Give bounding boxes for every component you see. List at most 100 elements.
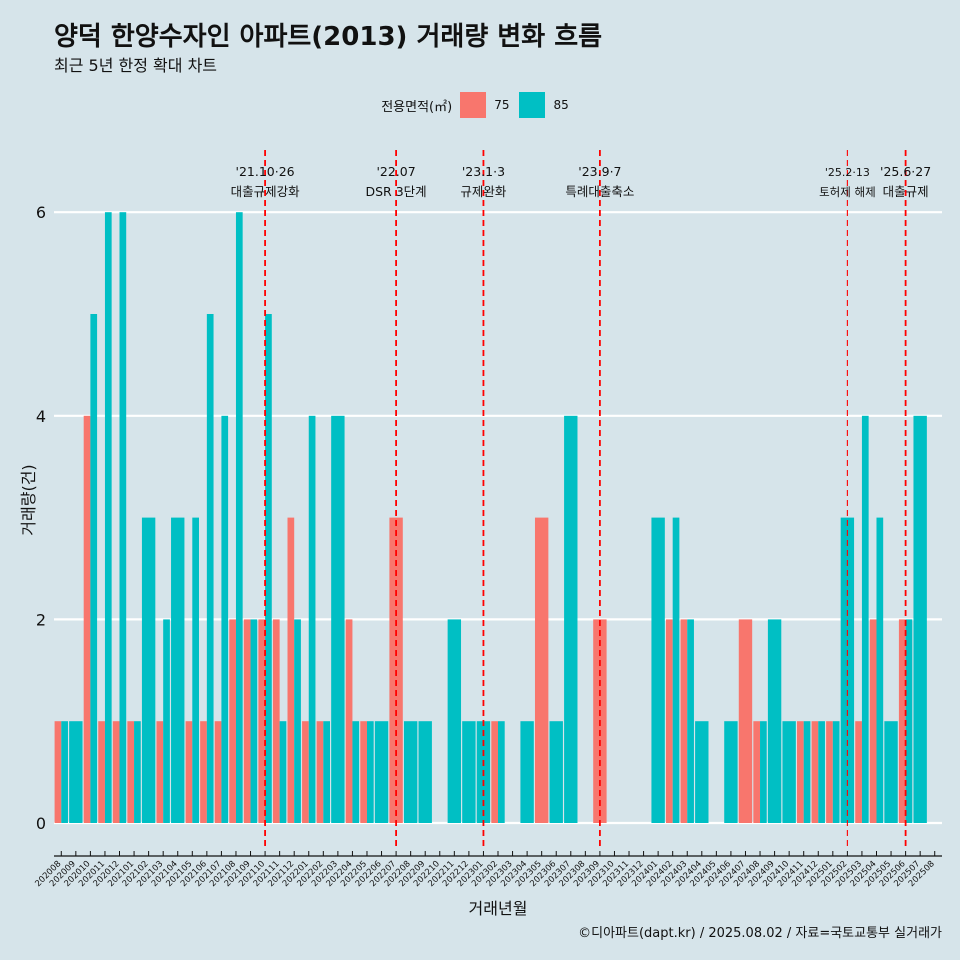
y-tick-label-4: 4: [36, 407, 46, 426]
bar-75-202105: [185, 721, 193, 823]
bar-85-202504: [876, 517, 884, 823]
bar-75-202107: [214, 721, 222, 823]
bar-85-202404: [695, 721, 709, 823]
bar-85-202406: [724, 721, 738, 823]
bar-75-202101: [127, 721, 135, 823]
bar-85-202507: [913, 415, 927, 823]
bar-85-202307: [564, 415, 578, 823]
bar-85-202402: [672, 517, 680, 823]
bar-75-202402: [665, 619, 673, 823]
bar-85-202011: [104, 212, 112, 823]
bar-85-202109: [250, 619, 258, 823]
bar-85-202212: [462, 721, 476, 823]
bar-75-202408: [753, 721, 761, 823]
caption: ©디아파트(dapt.kr) / 2025.08.02 / 자료=국토교통부 실…: [578, 926, 942, 941]
bar-85-202106: [206, 314, 214, 823]
bar-85-202501: [832, 721, 840, 823]
annotation-text-1: DSR 3단계: [366, 184, 427, 199]
y-tick-label-0: 0: [36, 814, 46, 833]
annotation-date-2: '23.1·3: [462, 164, 505, 179]
bar-75-202008: [54, 721, 62, 823]
annotation-text-3: 특례대출축소: [565, 184, 634, 199]
bar-75-202412: [811, 721, 819, 823]
bar-85-202201: [308, 415, 316, 823]
bar-75-202103: [156, 721, 164, 823]
bar-75-202012: [112, 721, 120, 823]
bar-85-202304: [520, 721, 534, 823]
annotation-text-2: 규제완화: [460, 184, 507, 199]
bar-85-202009: [69, 721, 83, 823]
bar-85-202203: [331, 415, 345, 823]
chart-subtitle: 최근 5년 한정 확대 차트: [54, 56, 218, 75]
annotation-date-0: '21.10·26: [236, 164, 295, 179]
annotation-date-5: '25.6·27: [880, 164, 931, 179]
bar-85-202410: [782, 721, 796, 823]
bar-85-202505: [884, 721, 898, 823]
annotation-date-3: '23.9·7: [578, 164, 621, 179]
bar-75-202201: [302, 721, 309, 823]
bar-75-202108: [229, 619, 236, 823]
bar-75-202504: [869, 619, 877, 823]
bar-85-202204: [352, 721, 360, 823]
bar-75-202205: [360, 721, 367, 823]
bar-85-202408: [760, 721, 767, 823]
annotation-date-4: '25.2·13: [825, 166, 870, 179]
legend-swatch-75: [460, 92, 487, 118]
bar-85-202010: [90, 314, 98, 823]
bar-75-202503: [855, 721, 862, 823]
legend: 전용면적(㎡) 75 85: [0, 92, 960, 118]
bar-75-202011: [98, 721, 105, 823]
bar-85-202103: [163, 619, 170, 823]
y-tick-label-2: 2: [36, 610, 46, 629]
bar-75-202411: [797, 721, 804, 823]
bar-85-202107: [221, 415, 229, 823]
annotation-text-0: 대출규제강화: [231, 184, 301, 199]
bar-75-202202: [316, 721, 324, 823]
bar-85-202409: [767, 619, 782, 823]
bar-85-202206: [374, 721, 389, 823]
bar-85-202012: [119, 212, 127, 823]
legend-title: 전용면적(㎡): [381, 99, 453, 115]
legend-swatch-85: [519, 92, 546, 118]
bar-75-202109: [243, 619, 251, 823]
bar-75-202204: [345, 619, 353, 823]
bar-85-202205: [366, 721, 374, 823]
bar-85-202208: [403, 721, 418, 823]
bar-85-202008: [61, 721, 68, 823]
bar-85-202412: [818, 721, 825, 823]
bar-75-202302: [491, 721, 498, 823]
bar-75-202407: [738, 619, 753, 823]
bar-85-202111: [279, 721, 287, 823]
bar-85-202506: [905, 619, 913, 823]
x-axis-title: 거래년월: [469, 899, 528, 918]
bar-85-202202: [323, 721, 331, 823]
bar-85-202112: [294, 619, 301, 823]
bar-75-202010: [83, 415, 91, 823]
bar-75-202111: [272, 619, 280, 823]
bar-75-202501: [826, 721, 833, 823]
legend-label-85: 85: [553, 98, 569, 112]
bar-85-202108: [235, 212, 243, 823]
bar-85-202401: [651, 517, 665, 823]
bar-75-202403: [680, 619, 688, 823]
bar-75-202506: [898, 619, 906, 823]
bar-85-202209: [418, 721, 432, 823]
bar-85-202503: [861, 415, 869, 823]
bar-85-202306: [549, 721, 563, 823]
legend-label-75: 75: [494, 98, 510, 112]
bar-85-202403: [687, 619, 694, 823]
bar-85-202302: [498, 721, 505, 823]
bar-85-202104: [171, 517, 185, 823]
bar-75-202305: [534, 517, 549, 823]
y-tick-label-6: 6: [36, 203, 46, 222]
bar-85-202411: [803, 721, 811, 823]
annotation-date-1: '22.07: [376, 164, 415, 179]
bar-85-202101: [134, 721, 141, 823]
chart-title: 양덕 한양수자인 아파트(2013) 거래량 변화 흐름: [54, 22, 603, 52]
bar-75-202110: [258, 619, 266, 823]
bar-85-202102: [141, 517, 156, 823]
bar-85-202211: [447, 619, 462, 823]
bar-75-202112: [287, 517, 295, 823]
bar-85-202110: [265, 314, 272, 823]
